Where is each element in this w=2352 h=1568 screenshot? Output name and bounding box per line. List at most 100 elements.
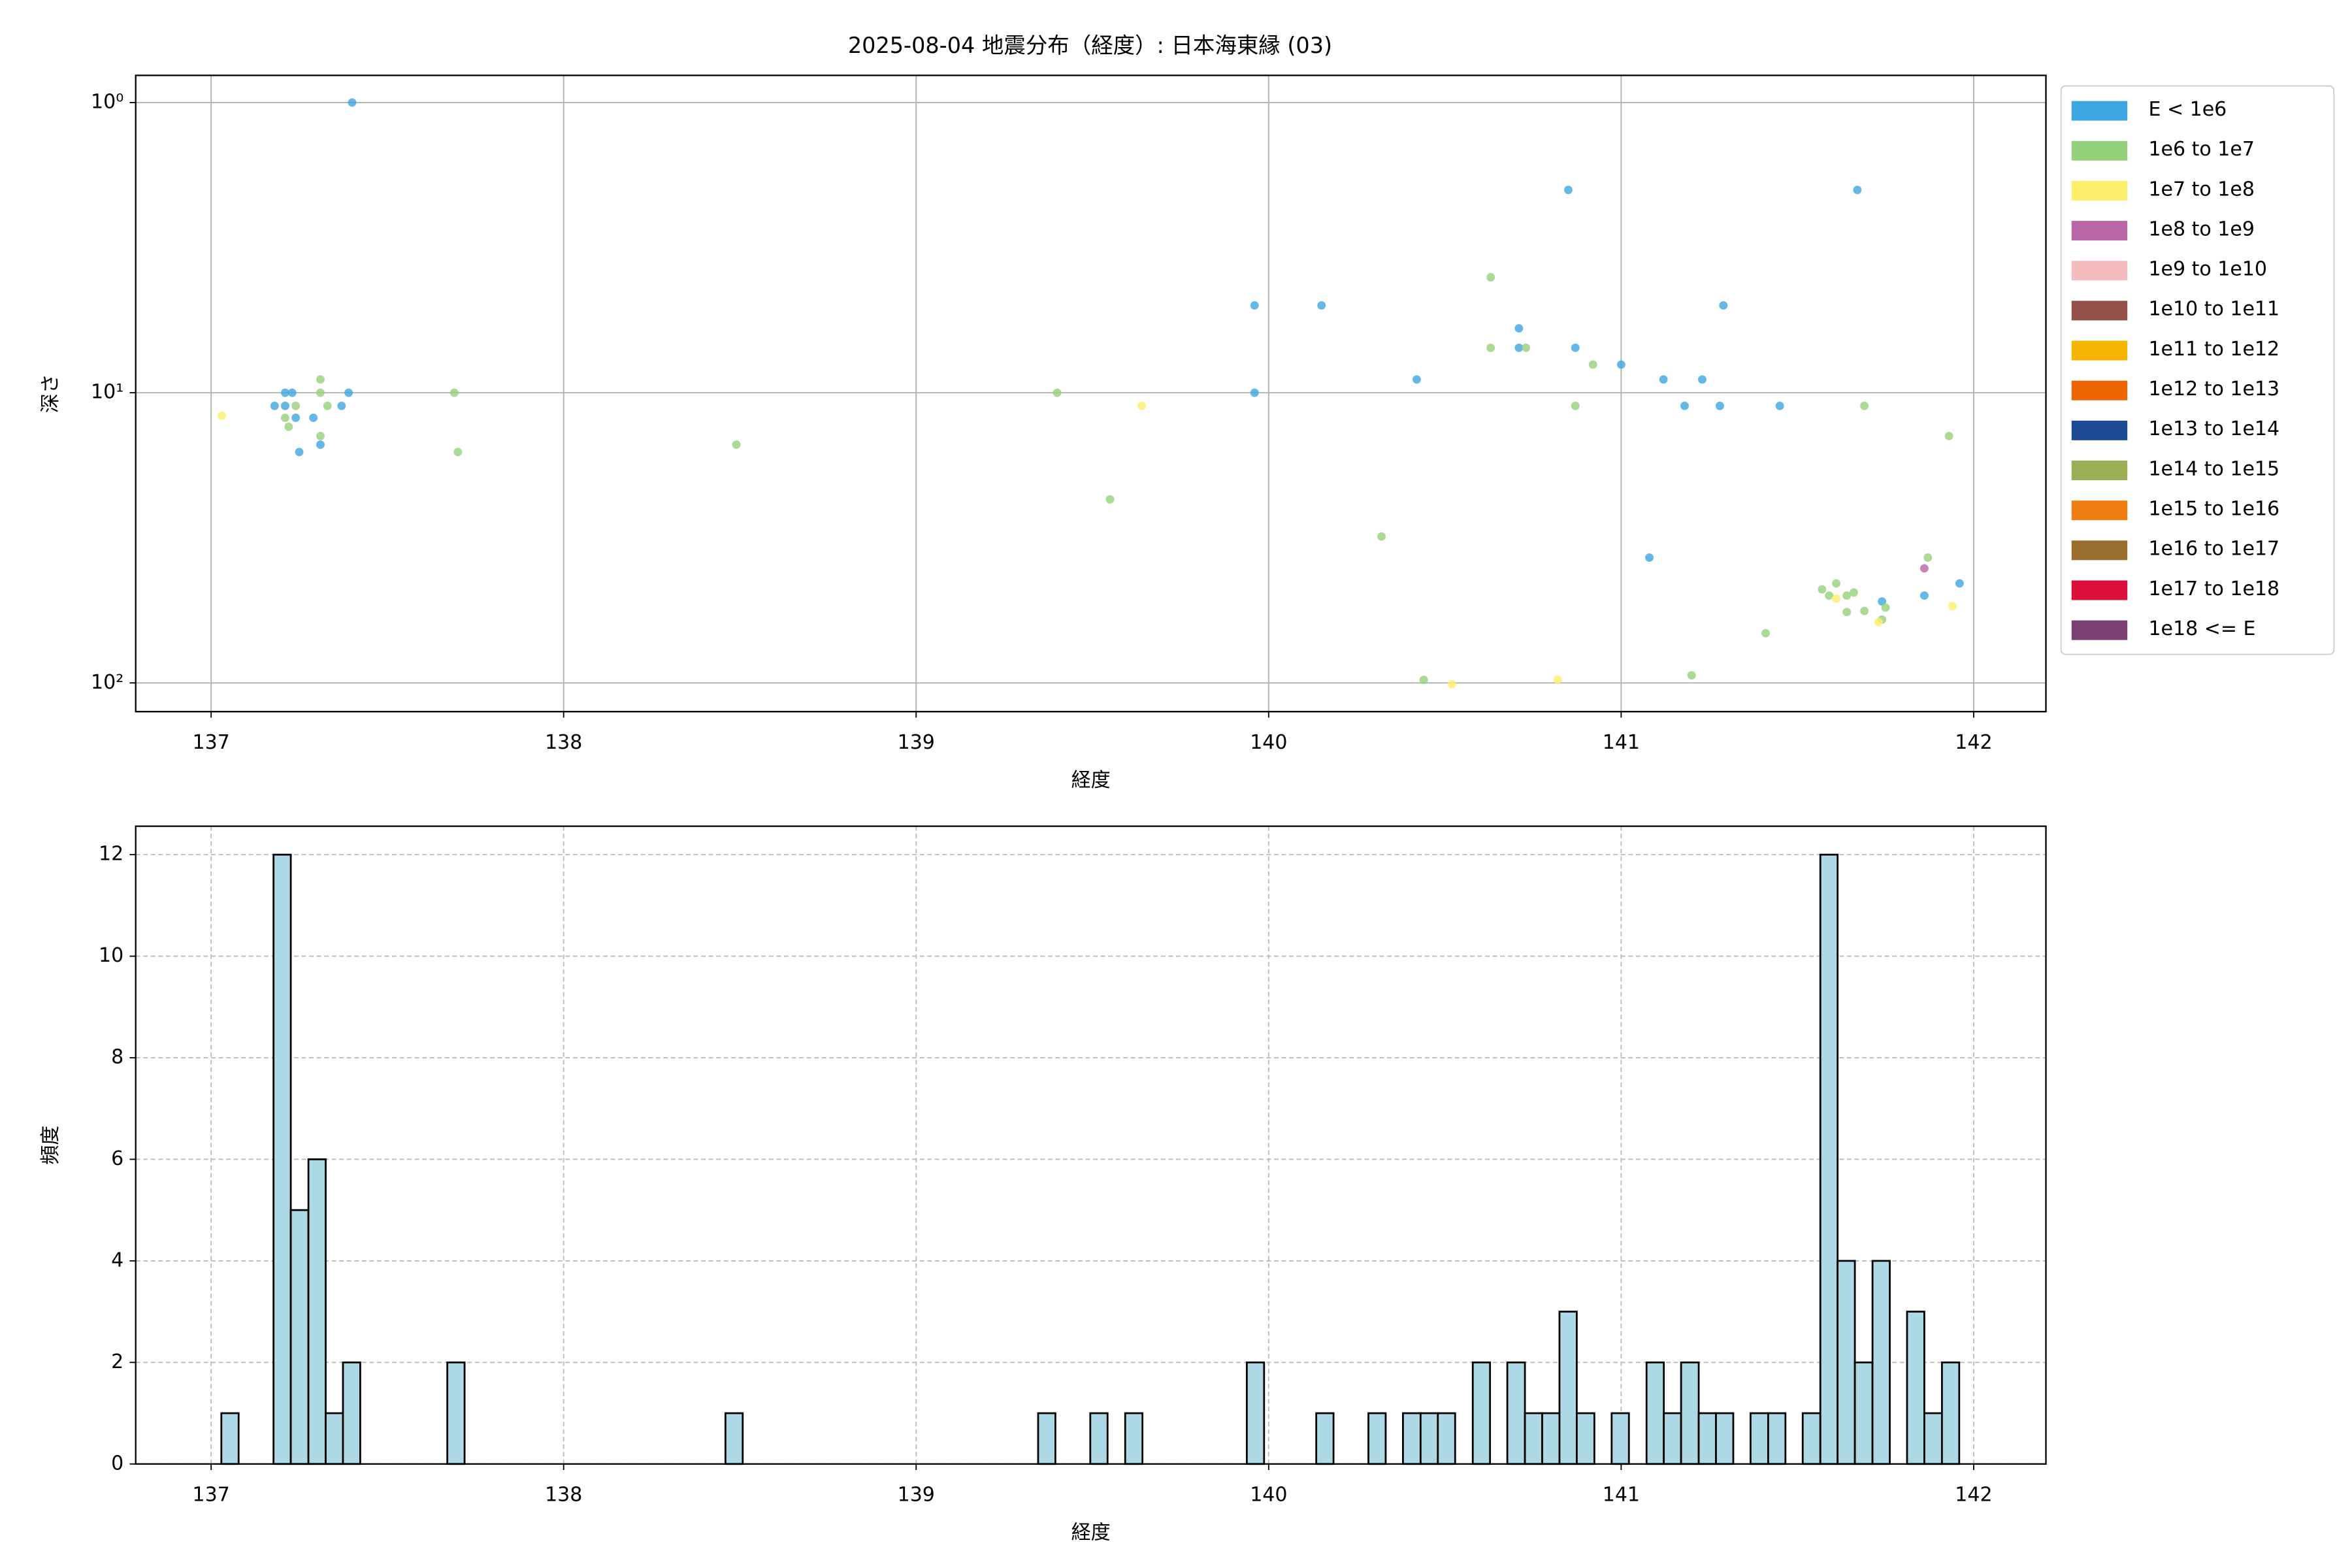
y-tick-label: 8: [111, 1046, 123, 1069]
scatter-point: [295, 448, 304, 457]
histogram-bar: [1837, 1260, 1856, 1465]
histogram-bar: [1680, 1361, 1700, 1465]
x-tick-label: 141: [1603, 1484, 1640, 1507]
x-tick-label: 140: [1250, 731, 1287, 754]
scatter-point: [316, 388, 325, 397]
scatter-point: [1514, 343, 1524, 352]
scatter-point: [1955, 579, 1964, 588]
scatter-point: [1486, 343, 1495, 352]
scatter-point: [217, 411, 226, 420]
legend-label: 1e9 to 1e10: [2148, 258, 2267, 281]
scatter-point: [1553, 676, 1562, 685]
legend-swatch: [2071, 180, 2128, 201]
histogram-bar: [1576, 1412, 1595, 1465]
legend-label: 1e17 to 1e18: [2148, 578, 2279, 600]
y-axis-label: 深さ: [39, 374, 62, 413]
scatter-point: [1919, 564, 1929, 573]
legend-swatch: [2071, 620, 2128, 640]
scatter-point: [1571, 401, 1580, 410]
histogram-bar: [1037, 1412, 1056, 1465]
scatter-point: [1832, 594, 1840, 603]
scatter-point: [344, 388, 353, 397]
scatter-point: [1137, 401, 1147, 410]
scatter-point: [291, 401, 301, 410]
scatter-point: [1842, 608, 1852, 617]
scatter-point: [1698, 375, 1707, 384]
scatter-point: [323, 401, 332, 410]
legend-label: 1e6 to 1e7: [2148, 138, 2254, 161]
histogram-bar: [289, 1209, 310, 1465]
scatter-point: [1832, 579, 1840, 588]
scatter-point: [284, 422, 293, 431]
legend-label: 1e15 to 1e16: [2148, 498, 2279, 521]
scatter-point: [1919, 591, 1929, 600]
scatter-point: [291, 414, 301, 422]
scatter-point: [453, 448, 463, 457]
histogram-bar: [1697, 1412, 1717, 1465]
histogram-bar: [1419, 1412, 1439, 1465]
histogram-bar: [1506, 1361, 1526, 1465]
scatter-point: [1563, 186, 1573, 195]
scatter-point: [1860, 401, 1869, 410]
histogram-bar: [342, 1361, 361, 1465]
scatter-point: [1874, 617, 1883, 627]
legend-swatch: [2071, 461, 2128, 480]
scatter-point: [1842, 591, 1852, 600]
scatter-point: [1250, 301, 1259, 310]
x-tick-label: 139: [898, 1484, 935, 1507]
histogram-bar: [1558, 1311, 1578, 1465]
scatter-point: [1715, 401, 1724, 410]
legend-label: 1e16 to 1e17: [2148, 538, 2279, 561]
scatter-point: [1761, 629, 1771, 638]
scatter-point: [337, 401, 346, 410]
scatter-point: [1419, 676, 1428, 685]
x-tick-label: 138: [545, 731, 582, 754]
x-axis-label: 経度: [1071, 769, 1111, 792]
scatter-point: [1878, 597, 1887, 606]
histogram-bar: [1471, 1361, 1492, 1465]
scatter-point: [1853, 186, 1862, 195]
y-tick-label: 2: [111, 1350, 123, 1373]
legend-frame: [2060, 85, 2335, 655]
legend-swatch: [2071, 540, 2128, 561]
legend-label: 1e14 to 1e15: [2148, 457, 2279, 480]
scatter-point: [1053, 388, 1062, 397]
scatter-point: [1680, 401, 1689, 410]
histogram-bar: [1402, 1412, 1422, 1465]
x-tick-label: 139: [898, 731, 935, 754]
scatter-point: [1659, 375, 1668, 384]
scatter-point: [281, 414, 289, 422]
histogram-bar: [1923, 1412, 1943, 1465]
y-tick-label: 10: [99, 944, 123, 967]
legend-swatch: [2071, 301, 2128, 321]
scatter-point: [1944, 431, 1953, 440]
legend-label: E < 1e6: [2148, 98, 2227, 121]
legend-label: 1e11 to 1e12: [2148, 338, 2279, 361]
histogram-bar: [1871, 1260, 1891, 1465]
legend-swatch: [2071, 420, 2128, 440]
y-tick-label: 0: [111, 1452, 123, 1475]
legend-swatch: [2071, 101, 2128, 121]
legend-swatch: [2071, 221, 2128, 241]
histogram-bar: [1645, 1361, 1665, 1465]
legend-swatch: [2071, 580, 2128, 600]
scatter-point: [1860, 606, 1869, 615]
histogram-bar: [272, 853, 292, 1465]
x-axis-label: 経度: [1071, 1521, 1111, 1544]
histogram-bar: [220, 1412, 240, 1465]
histogram-bar: [1819, 853, 1839, 1465]
scatter-point: [1486, 272, 1495, 282]
scatter-point: [1317, 301, 1326, 310]
x-tick-label: 137: [193, 1484, 230, 1507]
histogram-bar: [1524, 1412, 1543, 1465]
scatter-point: [1514, 324, 1524, 333]
legend: E < 1e6 1e6 to 1e7 1e7 to 1e8 1e8 to 1e9 1e9…: [2060, 85, 2335, 655]
scatter-point: [1850, 588, 1858, 597]
histogram-bar: [1750, 1412, 1769, 1465]
histogram-bar: [1801, 1412, 1821, 1465]
histogram-bar: [1906, 1311, 1925, 1465]
scatter-point: [1571, 343, 1580, 352]
